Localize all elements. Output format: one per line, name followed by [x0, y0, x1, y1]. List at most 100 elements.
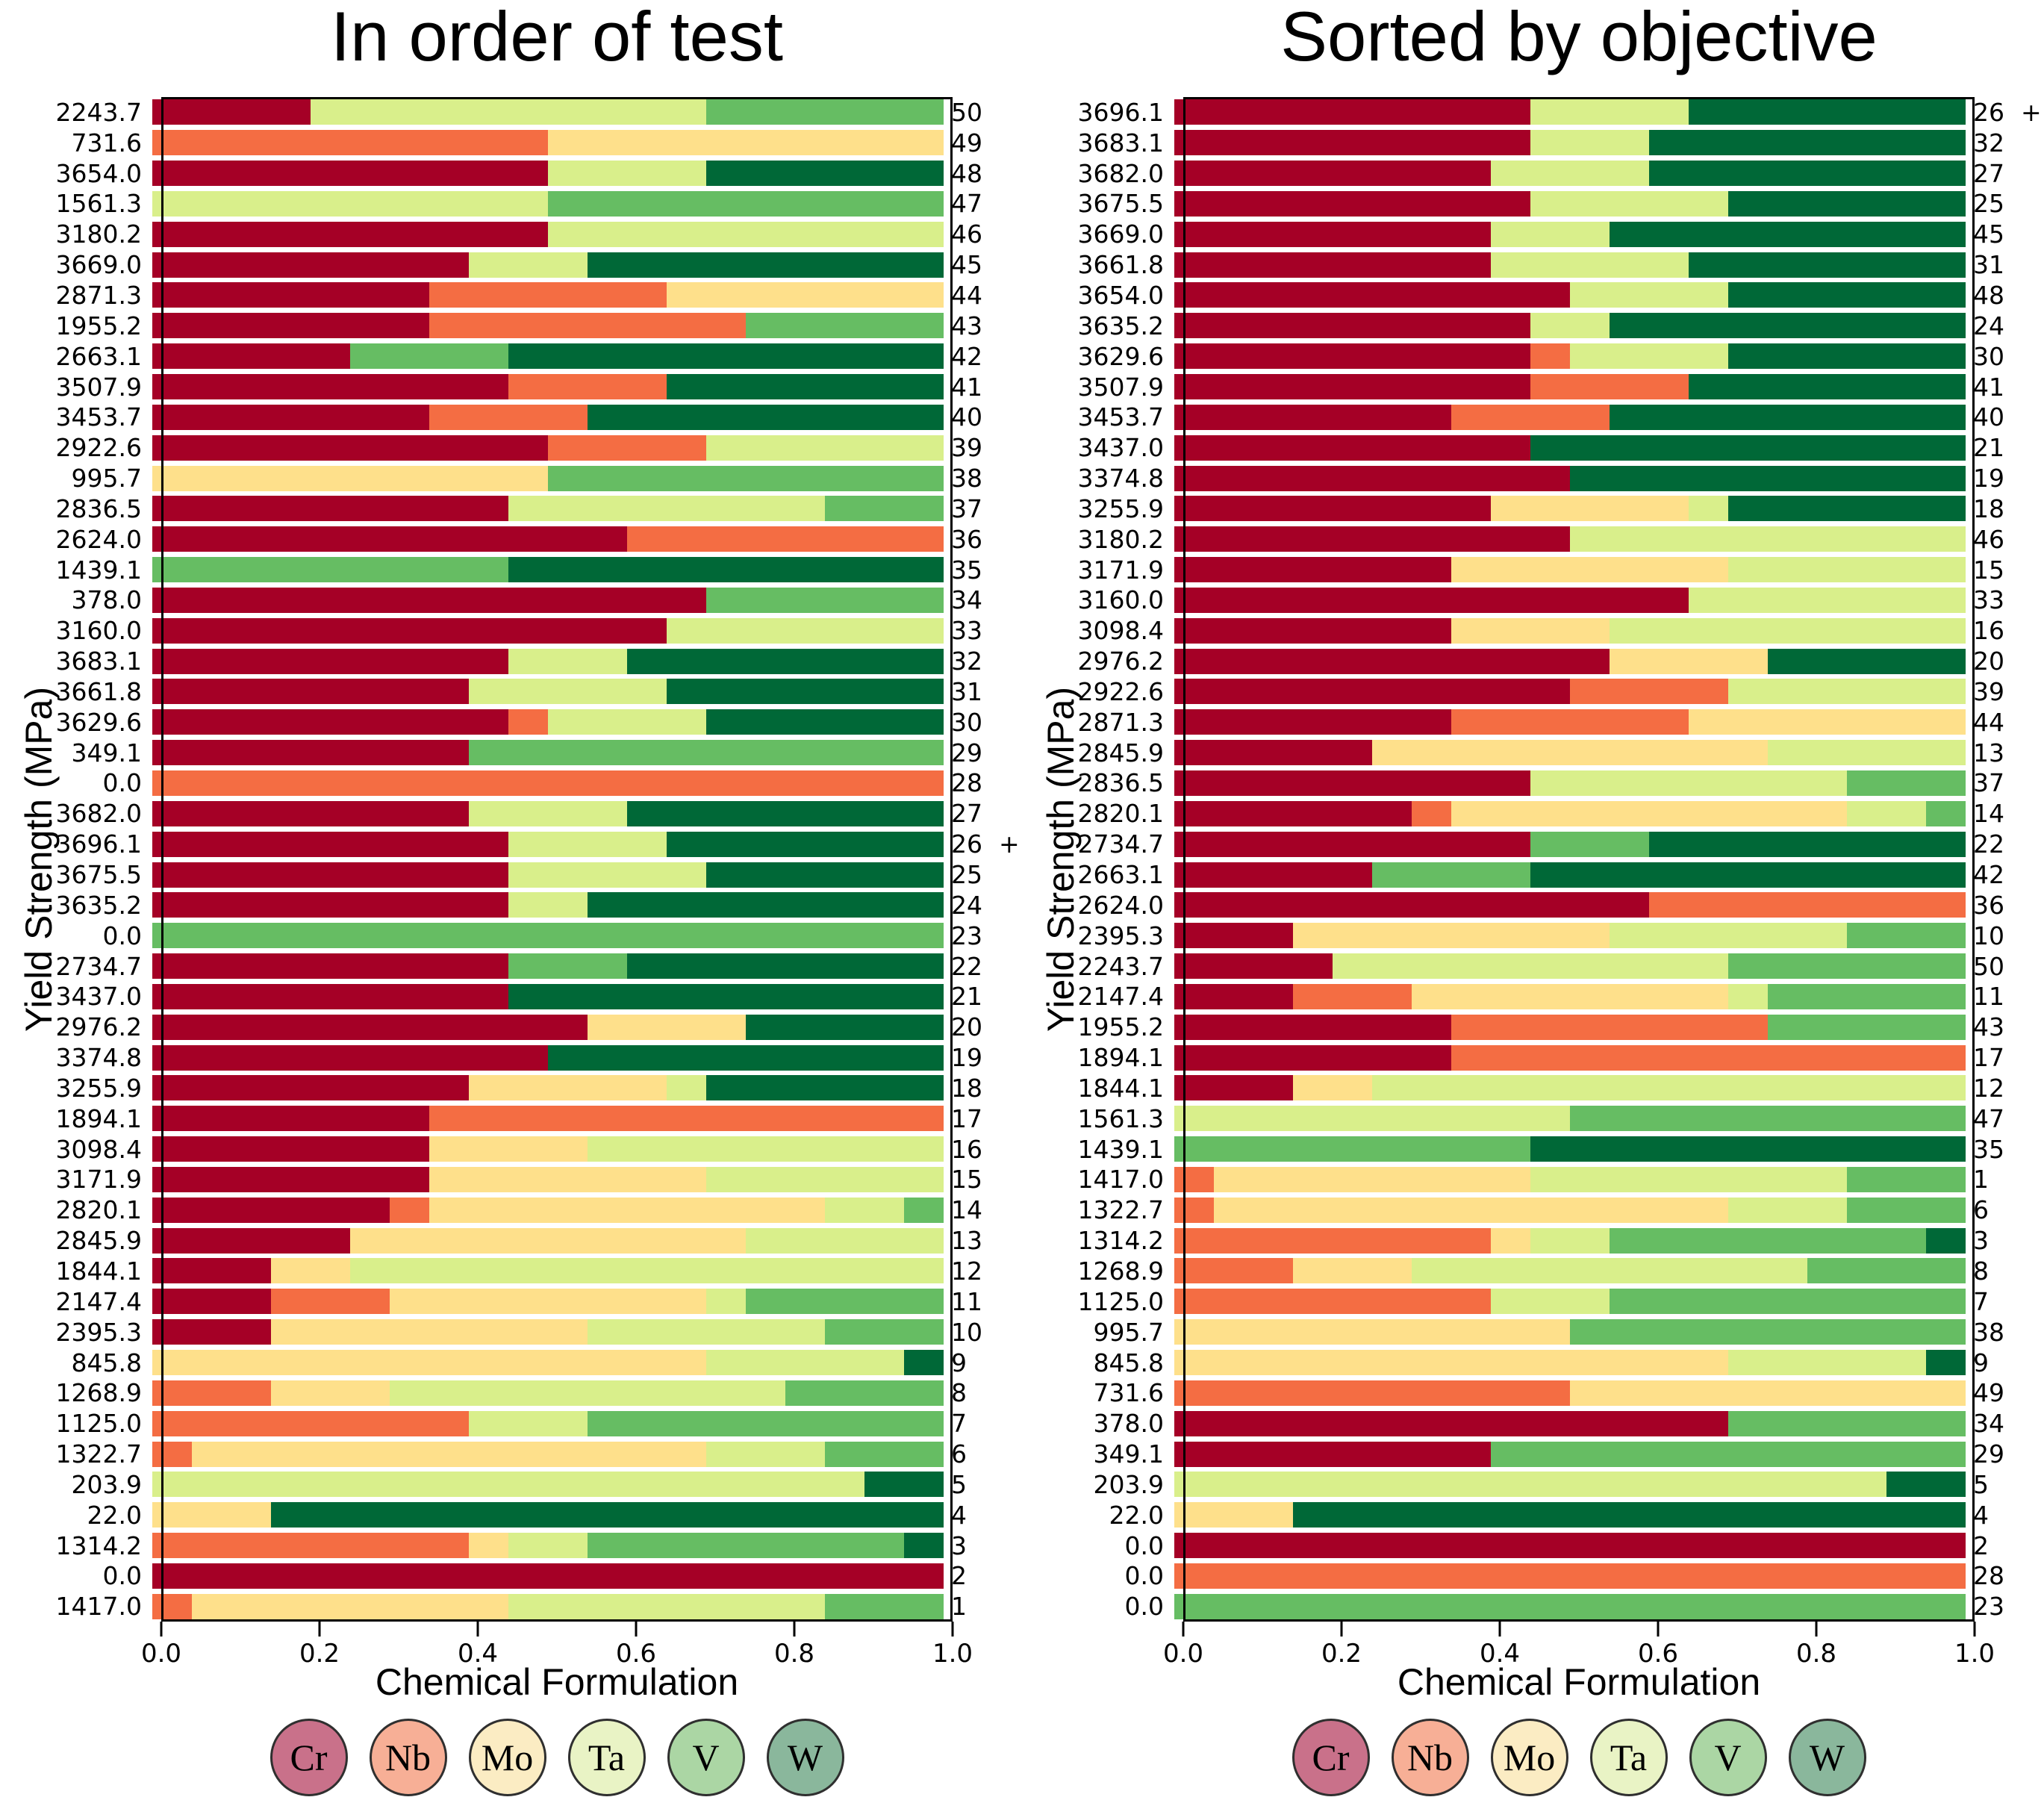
bar-segment-nb	[1570, 679, 1728, 705]
bar-segment-cr	[152, 1136, 429, 1162]
test-id-label: 3	[1973, 1226, 1989, 1256]
bar-segment-mo	[1610, 648, 1768, 674]
bar-track	[152, 1012, 944, 1043]
bar-segment-ta	[1174, 1106, 1570, 1132]
bar-segment-cr	[152, 1563, 944, 1589]
test-id-label: 2	[1973, 1530, 1989, 1560]
bar-segment-mo	[1174, 1502, 1293, 1528]
test-id-label: 9	[951, 1348, 967, 1377]
bar-segment-cr	[1174, 313, 1530, 339]
bar-track	[152, 1591, 944, 1622]
yield-tick-label: 3629.6	[1077, 341, 1164, 371]
bar-segment-mo	[1174, 1319, 1570, 1345]
bar-track	[152, 1377, 944, 1409]
stacked-bar	[152, 496, 944, 522]
bar-segment-cr	[152, 1197, 390, 1223]
yield-tick-label: 203.9	[71, 1469, 142, 1499]
stacked-bar	[1174, 1197, 1966, 1223]
bar-track	[1174, 1439, 1966, 1469]
bar-segment-v	[508, 953, 627, 980]
bar-segment-cr	[152, 1044, 548, 1071]
test-id-label: 14	[951, 1195, 982, 1225]
stacked-bar	[1174, 1258, 1966, 1284]
bar-segment-nb	[508, 709, 548, 735]
yield-tick-label: 2836.5	[1077, 768, 1164, 798]
test-id-label: 46	[1973, 524, 2004, 554]
yield-tick-label: 1268.9	[55, 1378, 142, 1408]
bar-track	[1174, 767, 1966, 799]
yield-tick-label: 995.7	[1093, 1317, 1164, 1347]
stacked-bar	[152, 1410, 944, 1436]
stacked-bar	[1174, 1106, 1966, 1132]
stacked-bar	[1174, 770, 1966, 796]
chart-row: 0.0 2	[0, 1560, 1022, 1592]
chart-row: 1417.0 1	[0, 1591, 1022, 1622]
bar-track	[1174, 1133, 1966, 1165]
chart-row: 2976.2 20	[0, 1012, 1022, 1043]
test-id-label: 35	[951, 555, 982, 585]
chart-row: 3661.8 31	[1022, 249, 2044, 281]
legend-element-cr: Cr	[269, 1719, 348, 1796]
bar-segment-cr	[1174, 709, 1451, 735]
stacked-bar	[1174, 1136, 1966, 1162]
chart-row: 3669.0 45	[1022, 219, 2044, 250]
bar-segment-w	[588, 252, 944, 278]
chart-row: 3171.9 15	[0, 1164, 1022, 1195]
chart-row: 1844.1 12	[1022, 1073, 2044, 1103]
bar-track	[1174, 706, 1966, 738]
chart-row: 2922.6 39	[1022, 676, 2044, 707]
yield-tick-label: 3453.7	[55, 402, 142, 432]
bar-track	[1174, 829, 1966, 860]
bar-segment-v	[746, 313, 944, 339]
bar-track	[1174, 432, 1966, 464]
stacked-bar	[1174, 679, 1966, 705]
bar-track	[152, 1439, 944, 1469]
chart-row: 2663.1 42	[0, 340, 1022, 372]
bar-segment-nb	[1530, 374, 1689, 400]
chart-row: 731.6 49	[1022, 1377, 2044, 1409]
bar-track	[1174, 1103, 1966, 1134]
bar-segment-v	[1610, 1289, 1966, 1315]
chart-row: 3160.0 33	[1022, 585, 2044, 616]
bar-track	[152, 646, 944, 677]
test-id-label: 36	[951, 524, 982, 554]
stacked-bar	[1174, 313, 1966, 339]
stacked-bar	[1174, 1502, 1966, 1528]
test-id-label: 39	[951, 433, 982, 463]
legend-element-v: V	[1689, 1719, 1767, 1796]
stacked-bar	[152, 404, 944, 430]
yield-tick-label: 3098.4	[1077, 616, 1164, 646]
x-tick-label: 0.2	[299, 1639, 340, 1669]
stacked-bar	[152, 679, 944, 705]
yield-tick-label: 3171.9	[55, 1165, 142, 1195]
bar-segment-w	[1886, 1472, 1966, 1498]
chart-row: 3682.0 27	[0, 798, 1022, 829]
bar-segment-w	[667, 831, 944, 857]
bar-segment-cr	[152, 252, 469, 278]
bar-segment-w	[1530, 435, 1966, 461]
bar-segment-v	[1570, 1106, 1966, 1132]
yield-tick-label: 2395.3	[55, 1317, 142, 1347]
test-id-label: 49	[1973, 1378, 2004, 1408]
test-id-label: 37	[951, 493, 982, 523]
bar-track	[1174, 1591, 1966, 1622]
bar-segment-nb	[429, 282, 667, 308]
test-id-label: 46	[951, 219, 982, 249]
chart-row: 0.0 23	[1022, 1591, 2044, 1622]
chart-row: 3654.0 48	[0, 158, 1022, 189]
bar-segment-ta	[706, 1441, 825, 1467]
bar-segment-nb	[1174, 1258, 1293, 1284]
yield-tick-label: 3160.0	[55, 616, 142, 646]
chart-row: 3635.2 24	[1022, 310, 2044, 341]
bar-segment-w	[627, 953, 944, 980]
bar-segment-v	[152, 557, 508, 583]
bar-segment-cr	[152, 862, 508, 888]
bar-segment-ta	[1412, 1258, 1807, 1284]
bar-segment-cr	[1174, 587, 1689, 613]
stacked-bar	[152, 1380, 944, 1406]
bar-segment-cr	[1174, 953, 1333, 980]
chart-row: 349.1 29	[1022, 1439, 2044, 1469]
bar-track	[152, 1469, 944, 1500]
chart-row: 3635.2 24	[0, 889, 1022, 921]
yield-tick-label: 1417.0	[1077, 1165, 1164, 1195]
